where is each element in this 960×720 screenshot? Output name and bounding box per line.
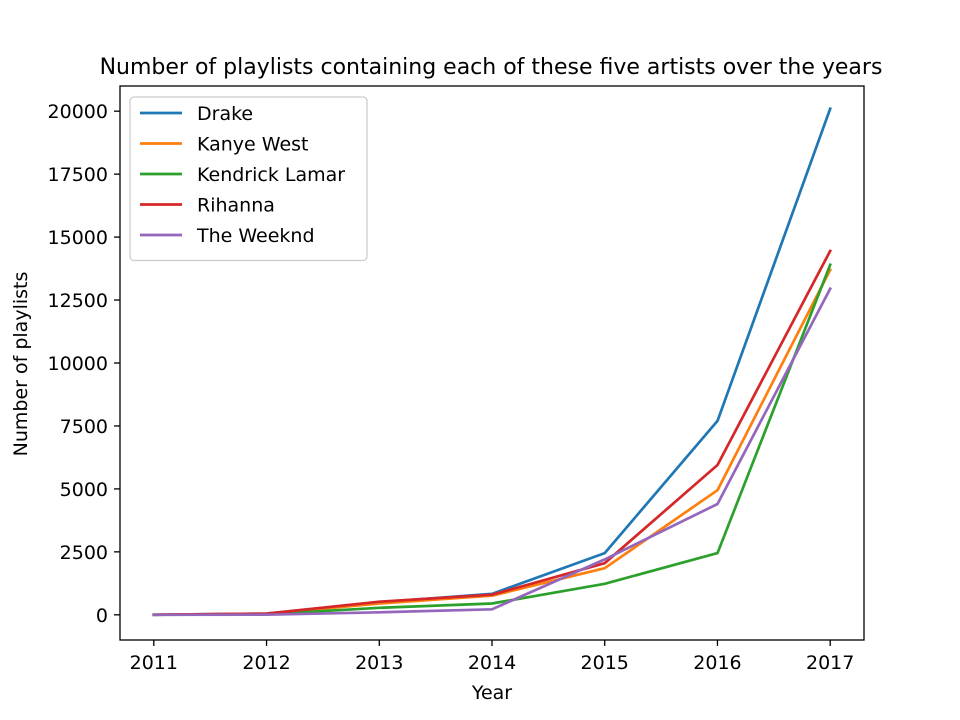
y-tick-label: 5000: [60, 479, 108, 501]
x-tick-label: 2014: [468, 652, 516, 674]
series-line-rihanna: [152, 249, 833, 617]
legend-label: The Weeknd: [196, 225, 315, 247]
y-tick-label: 10000: [48, 353, 108, 375]
series-layer: [152, 106, 833, 617]
legend-box: [129, 96, 368, 262]
x-tick-label: 2016: [693, 652, 741, 674]
x-tick-label: 2011: [130, 652, 178, 674]
x-tick-label: 2012: [242, 652, 290, 674]
y-tick-label: 17500: [48, 164, 108, 186]
x-axis-title: Year: [471, 682, 512, 704]
legend-label: Drake: [197, 103, 253, 125]
series-line-kendrick-lamar: [152, 263, 832, 617]
y-axis-title: Number of playlists: [10, 272, 32, 457]
series-line-the-weeknd: [152, 286, 833, 617]
y-tick-label: 12500: [48, 290, 108, 312]
y-tick-label: 0: [96, 605, 108, 627]
legend-label: Kanye West: [197, 134, 309, 156]
legend: Drake Kanye West Kendrick Lamar Rihanna The …: [129, 96, 368, 262]
x-tick-label: 2013: [355, 652, 403, 674]
chart-title: Number of playlists containing each of t…: [100, 55, 883, 80]
x-tick-label: 2015: [581, 652, 629, 674]
y-tick-label: 7500: [60, 416, 108, 438]
legend-label: Kendrick Lamar: [197, 164, 345, 186]
x-tick-label: 2017: [806, 652, 854, 674]
legend-label: Rihanna: [197, 195, 275, 217]
y-tick-label: 2500: [60, 542, 108, 564]
axes-layer: 2011 2012 2013 2014 2015 2016 2017 0 2500 5000 750…: [48, 85, 865, 674]
y-tick-label: 20000: [48, 101, 108, 123]
y-tick-label: 15000: [48, 227, 108, 249]
